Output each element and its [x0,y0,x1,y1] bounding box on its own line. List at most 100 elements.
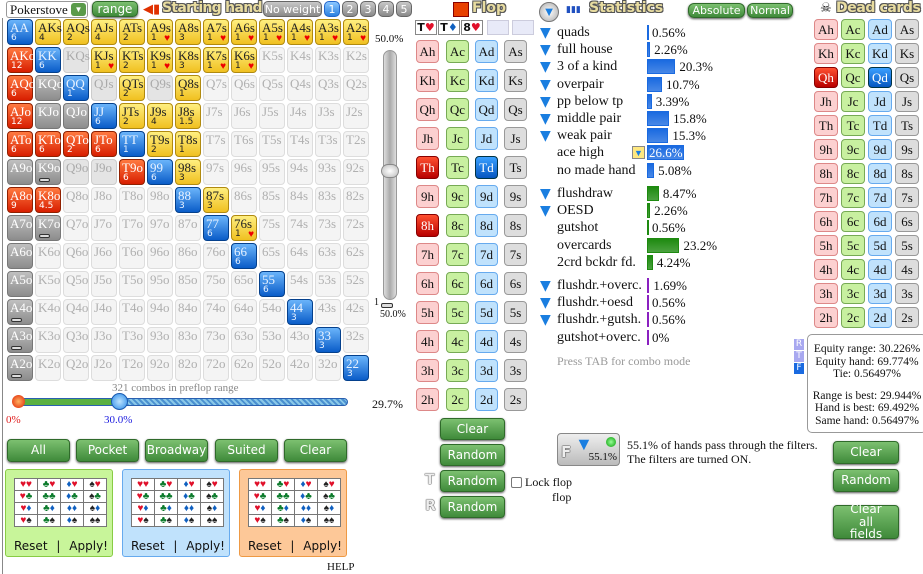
hand-cell-83o[interactable]: 83o [175,327,201,353]
reset-link[interactable]: Reset [248,539,282,553]
hand-cell-T4s[interactable]: T4s [287,131,313,157]
hand-cell-QJs[interactable]: QJs [91,75,117,101]
suit-combo-dh[interactable]: ♦♥ [294,478,318,491]
dead-card-Qc[interactable]: Qc [841,67,865,88]
suit-combo-hh[interactable]: ♥♥ [248,478,272,491]
suit-combo-sd[interactable]: ♠♦ [317,502,341,515]
hand-cell-Q5o[interactable]: Q5o [63,271,89,297]
dead-card-Ah[interactable]: Ah [814,19,838,40]
hand-cell-T6o[interactable]: T6o [119,243,145,269]
dead-card-Kh[interactable]: Kh [814,43,838,64]
hand-cell-86o[interactable]: 86o [175,243,201,269]
suit-combo-cd[interactable]: ♣♦ [271,502,295,515]
hand-cell-Q6o[interactable]: Q6o [63,243,89,269]
hand-cell-K7o[interactable]: K7o [35,215,61,241]
suit-combo-sh[interactable]: ♠♥ [200,478,224,491]
range-button[interactable]: range [92,1,138,17]
suit-combo-hd[interactable]: ♥♦ [131,502,155,515]
river-random-button[interactable]: Random [440,496,505,518]
flop-card-3d[interactable]: 3d [475,359,498,382]
hand-cell-22[interactable]: 22 3 [343,355,369,381]
filter-funnel-icon[interactable]: ▼ [540,76,551,93]
flop-card-4s[interactable]: 4s [504,330,527,353]
hand-cell-KJo[interactable]: KJo [35,103,61,129]
hand-cell-63s[interactable]: 63s [315,243,341,269]
suit-combo-sc[interactable]: ♠♣ [83,490,107,503]
suit-combo-hh[interactable]: ♥♥ [14,478,38,491]
dead-card-6d[interactable]: 6d [868,211,892,232]
flop-card-5d[interactable]: 5d [475,301,498,324]
hand-cell-Q3s[interactable]: Q3s [315,75,341,101]
stat-row-ace-high[interactable]: ace high ▼ 26.6% [540,144,780,161]
dead-card-8s[interactable]: 8s [895,163,919,184]
tag-f[interactable]: F [794,363,804,374]
filter-funnel-icon[interactable]: ▼ [540,59,551,76]
stat-row-weak-pair[interactable]: ▼ weak pair 15.3% [540,127,780,144]
hand-cell-33[interactable]: 33 3 [315,327,341,353]
suit-combo-dd[interactable]: ♦♦ [177,502,201,515]
hand-cell-T5s[interactable]: T5s [259,131,285,157]
flop-card-Js[interactable]: Js [504,127,527,150]
dead-card-2s[interactable]: 2s [895,307,919,328]
hand-cell-A3s[interactable]: A3s 1 ♥ [315,19,341,45]
stat-row-full-house[interactable]: ▼ full house 2.26% [540,41,780,58]
suited-button[interactable]: Suited [215,439,278,462]
hand-cell-K3s[interactable]: K3s [315,47,341,73]
stat-row-flushdr-overc-[interactable]: ▼ flushdr.+overc. 1.69% [540,277,780,294]
hand-cell-Q5s[interactable]: Q5s [259,75,285,101]
flop-card-6c[interactable]: 6c [446,272,469,295]
hand-cell-77[interactable]: 77 6 [203,215,229,241]
hand-cell-AJs[interactable]: AJs 4 [91,19,117,45]
flop-random-button[interactable]: Random [440,444,505,466]
clear-range-button[interactable]: Clear [284,439,347,462]
hand-cell-64s[interactable]: 64s [287,243,313,269]
flop-card-8s[interactable]: 8s [504,214,527,237]
apply-link[interactable]: Apply! [186,539,225,553]
hand-cell-J7o[interactable]: J7o [91,215,117,241]
hand-cell-A2s[interactable]: A2s 1 ♥ [343,19,369,45]
hand-cell-T4o[interactable]: T4o [119,299,145,325]
hand-cell-K6o[interactable]: K6o [35,243,61,269]
weight-slider[interactable] [381,50,399,300]
filter-funnel-icon[interactable]: ▼ [540,25,551,41]
hand-cell-J3s[interactable]: J3s [315,103,341,129]
hand-cell-52o[interactable]: 52o [259,355,285,381]
stat-row-2crd-bckdr-fd-[interactable]: 2crd bckdr fd. 4.24% [540,254,780,271]
hand-cell-Q4s[interactable]: Q4s [287,75,313,101]
stat-row-gutshot-overc-[interactable]: gutshot+overc. 0% [540,329,780,346]
hand-cell-A6o[interactable]: A6o [7,243,33,269]
hand-cell-55[interactable]: 55 6 [259,271,285,297]
hand-cell-K9s[interactable]: K9s 1 ♥ [147,47,173,73]
suit-combo-cc[interactable]: ♣♣ [271,490,295,503]
hand-cell-A4s[interactable]: A4s 1 ♥ [287,19,313,45]
suit-combo-ss[interactable]: ♠♠ [83,514,107,527]
hand-cell-85s[interactable]: 85s [259,187,285,213]
clear-all-fields-button[interactable]: Clear all fields [833,503,899,541]
hand-cell-J7s[interactable]: J7s [203,103,229,129]
flop-card-5c[interactable]: 5c [446,301,469,324]
suit-combo-cs[interactable]: ♣♠ [154,514,178,527]
dead-card-2c[interactable]: 2c [841,307,865,328]
flop-card-Qh[interactable]: Qh [416,98,439,121]
range-value-knob[interactable] [111,393,128,410]
filter-funnel-icon[interactable]: ▼ [540,312,551,329]
flop-card-Jh[interactable]: Jh [416,127,439,150]
dead-card-3h[interactable]: 3h [814,283,838,304]
hand-cell-K8o[interactable]: K8o 4.5 [35,187,61,213]
hand-cell-KQo[interactable]: KQo [35,75,63,101]
hand-cell-73s[interactable]: 73s [315,215,341,241]
reset-link[interactable]: Reset [14,539,48,553]
hand-cell-A5s[interactable]: A5s 1 ♥ [259,19,285,45]
suit-combo-cs[interactable]: ♣♠ [271,514,295,527]
hand-cell-75s[interactable]: 75s [259,215,285,241]
hand-cell-53o[interactable]: 53o [259,327,285,353]
suit-combo-ch[interactable]: ♣♥ [37,478,61,491]
dead-card-Qs[interactable]: Qs [895,67,919,88]
filter-funnel-icon[interactable]: ▼ [540,186,551,202]
weight-slider-thumb[interactable] [381,164,399,178]
hand-cell-KQs[interactable]: KQs [63,47,90,73]
hand-cell-T7s[interactable]: T7s [203,131,229,157]
hand-cell-Q6s[interactable]: Q6s [231,75,257,101]
dead-card-Kc[interactable]: Kc [841,43,865,64]
suit-combo-dc[interactable]: ♦♣ [294,490,318,503]
